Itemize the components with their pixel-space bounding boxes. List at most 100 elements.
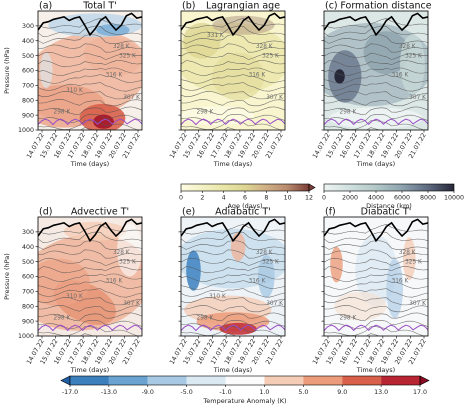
contour-label: 316 K xyxy=(106,278,123,284)
colorbar-anomaly-segment xyxy=(303,376,343,385)
panel-c-shading xyxy=(363,31,410,75)
isentrope-line xyxy=(181,231,285,243)
isentrope-line xyxy=(38,120,142,130)
y-tick-label: 800 xyxy=(22,97,34,104)
panel-e-plot: 328 K 325 K 316 K 310 K 307 K 298 K xyxy=(181,217,285,336)
contour-label: 325 K xyxy=(262,259,279,265)
panel-letter: (e) xyxy=(182,207,195,218)
y-tick-label: 400 xyxy=(22,38,34,45)
panel-letter: (f) xyxy=(325,207,336,218)
panel-d-plot: 328 K 325 K 316 K 310 K 307 K 298 K xyxy=(38,217,142,336)
colorbar-anomaly-segment xyxy=(264,376,304,385)
isentrope-line xyxy=(324,312,428,321)
colorbar-tick-label: 6000 xyxy=(394,195,410,202)
colorbar-tick-label: -13.0 xyxy=(101,389,117,396)
contour-label: 307 K xyxy=(266,95,283,101)
colorbar-tick-label: 2000 xyxy=(342,195,358,202)
isentrope-line xyxy=(222,127,237,130)
isentrope-line xyxy=(324,51,428,60)
panel-a-shading xyxy=(96,24,130,36)
colorbar-anomaly: -17.0 -13.0 -9.0 -5.0 -1.0 1.0 5.0 9.0 13.0 17.0 T… xyxy=(60,375,430,405)
isentrope-line xyxy=(38,288,142,298)
y-tick-label: 400 xyxy=(22,244,34,251)
isentrope-line xyxy=(38,280,142,290)
isentrope-line xyxy=(181,67,285,76)
contour-label: 328 K xyxy=(399,44,416,50)
isentrope-line xyxy=(324,120,428,130)
isentrope-line xyxy=(181,91,285,100)
isentrope-line xyxy=(181,305,285,313)
isentrope-line xyxy=(324,266,428,274)
isentrope-line xyxy=(181,249,285,259)
isentrope-line xyxy=(324,114,428,123)
contour-label: 298 K xyxy=(340,109,357,115)
isentrope-line xyxy=(324,273,428,282)
isentrope-line xyxy=(38,231,142,243)
contour-label: 310 K xyxy=(209,294,226,300)
isentrope-line xyxy=(324,82,428,92)
colorbar-distance: 0 2000 4000 6000 8000 10000 Distance (km) xyxy=(322,183,464,210)
boundary-layer-line xyxy=(38,324,142,332)
panel-f-shading xyxy=(403,237,416,281)
isentrope-line xyxy=(181,114,285,123)
y-tick-label: 300 xyxy=(22,229,34,236)
contour-label: 328 K xyxy=(113,250,130,256)
x-axis-label: Time (days) xyxy=(356,366,395,374)
panel-c-shading xyxy=(334,69,345,84)
contour-label: 298 K xyxy=(54,315,71,321)
panel-b: 331 K 328 K 325 K 316 K 307 K 298 K (b) Lagrang… xyxy=(169,1,286,168)
y-tick-label: 700 xyxy=(22,83,34,90)
panel-b-shading xyxy=(183,22,221,59)
colorbar-tick-label: 5.0 xyxy=(298,389,308,396)
isentrope-line xyxy=(181,224,285,235)
colorbar-label: Temperature Anomaly (K) xyxy=(202,397,286,405)
colorbar-anomaly-segment xyxy=(381,376,420,385)
isentrope-line xyxy=(38,224,142,235)
isentrope-line xyxy=(38,249,142,259)
x-axis-label: Time (days) xyxy=(70,366,109,374)
panel-d-shading xyxy=(63,221,127,241)
isentrope-line xyxy=(324,288,428,298)
contour-label: 328 K xyxy=(256,250,273,256)
isentrope-line xyxy=(324,280,428,290)
panel-title: Lagrangian age xyxy=(206,1,280,12)
contour-label: 307 K xyxy=(266,301,283,307)
panel-title: Adiabatic T' xyxy=(215,207,271,218)
colorbar-distance-bar xyxy=(323,183,455,192)
contour-label: 310 K xyxy=(66,294,83,300)
isentrope-line xyxy=(181,312,285,321)
contour-label: 328 K xyxy=(256,44,273,50)
contour-label: 325 K xyxy=(405,53,422,59)
boundary-layer-line xyxy=(324,118,428,126)
colorbar-anomaly-frame xyxy=(69,375,421,386)
colorbar-tick-label: 8000 xyxy=(420,195,436,202)
isentrope-line xyxy=(324,257,428,266)
isentrope-line xyxy=(38,106,142,115)
panel-f-shading xyxy=(330,246,343,283)
panel-title: Advective T' xyxy=(71,207,129,218)
isentrope-line xyxy=(38,25,142,37)
y-tick-label: 800 xyxy=(22,303,34,310)
contour-label: 325 K xyxy=(262,53,279,59)
x-axis-label: Time (days) xyxy=(70,160,109,168)
isentrope-line xyxy=(181,266,285,274)
isentrope-line xyxy=(324,25,428,37)
isentrope-line xyxy=(38,67,142,76)
isentrope-line xyxy=(181,273,285,282)
isentrope-line xyxy=(38,43,142,53)
colorbar-anomaly-segment xyxy=(225,376,265,385)
isentrope-line xyxy=(38,266,142,274)
isentrope-line xyxy=(365,333,380,336)
isentrope-line xyxy=(181,74,285,84)
isentrope-line xyxy=(38,257,142,266)
isentrope-line xyxy=(324,60,428,68)
contour-label: 307 K xyxy=(409,301,426,307)
colorbar-anomaly-extend-low xyxy=(60,375,71,386)
isentrope-line xyxy=(222,333,237,336)
isentrope-line xyxy=(79,127,94,130)
isentrope-line xyxy=(181,288,285,298)
panel-title: Diabatic T' xyxy=(361,207,412,218)
isentrope-line xyxy=(181,99,285,107)
isentrope-line xyxy=(181,43,285,53)
